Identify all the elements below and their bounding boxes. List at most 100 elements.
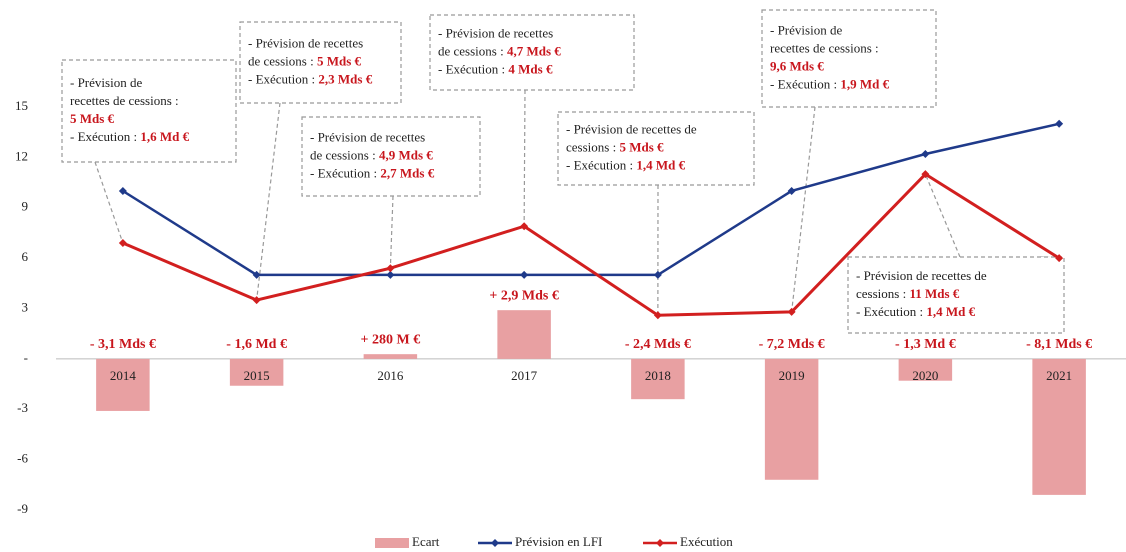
annotation-text: cessions : bbox=[566, 139, 619, 154]
annotation-text: 4 Mds € bbox=[508, 61, 553, 76]
annotation-text: - Exécution : bbox=[70, 129, 140, 144]
annotation-line: recettes de cessions : bbox=[770, 40, 879, 55]
annotation-line: - Prévision de bbox=[770, 22, 842, 37]
y-tick-label: -3 bbox=[17, 400, 28, 415]
marker bbox=[653, 270, 662, 279]
annotation-box bbox=[429, 14, 635, 91]
y-tick-label: 9 bbox=[22, 199, 29, 214]
marker bbox=[118, 239, 127, 248]
marker bbox=[1055, 119, 1064, 128]
legend-swatch bbox=[375, 538, 409, 548]
annotation-line: - Exécution : 1,4 Md € bbox=[566, 157, 686, 172]
annotation-text: 9,6 Mds € bbox=[770, 58, 824, 73]
bar bbox=[363, 354, 418, 359]
annotation-text: 2,3 Mds € bbox=[318, 71, 372, 86]
annotation-line: cessions : 11 Mds € bbox=[856, 286, 960, 301]
leader-line bbox=[389, 195, 394, 269]
annotation-line: - Prévision de recettes de bbox=[856, 268, 987, 283]
annotation-line: - Prévision de recettes bbox=[248, 35, 363, 50]
y-tick-label: - bbox=[24, 350, 28, 365]
annotation-line: - Prévision de bbox=[70, 75, 142, 90]
annotation-text: 11 Mds € bbox=[909, 286, 959, 301]
marker bbox=[520, 270, 529, 279]
annotation-line: recettes de cessions : bbox=[70, 93, 179, 108]
y-tick-label: 12 bbox=[15, 148, 28, 163]
annotation-text: - Exécution : bbox=[856, 304, 926, 319]
legend-label: Prévision en LFI bbox=[515, 534, 602, 549]
annotation-text: 1,9 Md € bbox=[840, 76, 889, 91]
annotation-line: - Exécution : 2,3 Mds € bbox=[248, 71, 373, 86]
annotation-text: - Prévision de recettes bbox=[310, 129, 425, 144]
annotation-text: - Exécution : bbox=[248, 71, 318, 86]
line bbox=[122, 122, 1060, 277]
y-tick-label: -9 bbox=[17, 501, 28, 516]
marker bbox=[386, 270, 395, 279]
x-tick-label: 2015 bbox=[244, 368, 270, 383]
leader-line bbox=[256, 102, 281, 301]
annotation-text: - Prévision de bbox=[70, 75, 142, 90]
annotation-box bbox=[239, 21, 402, 104]
marker bbox=[787, 186, 796, 195]
marker bbox=[252, 270, 261, 279]
annotation-line: - Exécution : 2,7 Mds € bbox=[310, 165, 435, 180]
annotation-line: - Prévision de recettes bbox=[438, 25, 553, 40]
annotation-line: - Exécution : 4 Mds € bbox=[438, 61, 553, 76]
annotation-text: - Prévision de recettes bbox=[438, 25, 553, 40]
annotation-text: - Prévision de bbox=[770, 22, 842, 37]
annotation-line: de cessions : 5 Mds € bbox=[248, 53, 362, 68]
x-tick-label: 2018 bbox=[645, 368, 671, 383]
y-tick-label: 15 bbox=[15, 98, 28, 113]
marker bbox=[787, 307, 796, 316]
annotation-text: 2,7 Mds € bbox=[380, 165, 434, 180]
annotation-text: 5 Mds € bbox=[317, 53, 362, 68]
x-tick-label: 2014 bbox=[110, 368, 137, 383]
legend-marker bbox=[491, 539, 499, 547]
annotation-text: 4,9 Mds € bbox=[379, 147, 433, 162]
legend-label: Ecart bbox=[412, 534, 440, 549]
annotation-text: 1,4 Md € bbox=[926, 304, 975, 319]
bar bbox=[898, 358, 953, 381]
annotation-text: - Exécution : bbox=[770, 76, 840, 91]
annotation-line: de cessions : 4,7 Mds € bbox=[438, 43, 561, 58]
legend-label: Exécution bbox=[680, 534, 733, 549]
annotation-text: - Prévision de recettes bbox=[248, 35, 363, 50]
annotation-line: de cessions : 4,9 Mds € bbox=[310, 147, 433, 162]
value-label: + 2,9 Mds € bbox=[489, 288, 558, 303]
y-tick-label: 3 bbox=[22, 299, 29, 314]
annotation-box bbox=[61, 59, 237, 163]
annotation-text: 4,7 Mds € bbox=[507, 43, 561, 58]
annotation-line: - Prévision de recettes bbox=[310, 129, 425, 144]
marker bbox=[921, 170, 930, 179]
annotation-line: - Prévision de recettes de bbox=[566, 121, 697, 136]
y-tick-label: 6 bbox=[22, 249, 29, 264]
leader-line bbox=[924, 173, 961, 258]
legend-marker bbox=[656, 539, 664, 547]
annotation-line: 9,6 Mds € bbox=[770, 58, 824, 73]
bar bbox=[229, 358, 284, 386]
annotation-text: 1,6 Md € bbox=[140, 129, 189, 144]
annotation-box bbox=[557, 111, 755, 186]
annotation-text: de cessions : bbox=[438, 43, 507, 58]
bar bbox=[497, 310, 551, 359]
annotation-text: 1,4 Md € bbox=[636, 157, 685, 172]
marker bbox=[118, 186, 127, 195]
x-tick-label: 2019 bbox=[779, 368, 805, 383]
annotation-text: - Prévision de recettes de bbox=[856, 268, 987, 283]
marker bbox=[921, 150, 930, 159]
leader-line bbox=[523, 89, 526, 227]
annotation-text: 5 Mds € bbox=[619, 139, 664, 154]
bar bbox=[631, 358, 685, 400]
marker bbox=[1055, 254, 1064, 263]
annotation-text: de cessions : bbox=[310, 147, 379, 162]
value-label: + 280 M € bbox=[361, 332, 421, 347]
annotation-text: recettes de cessions : bbox=[770, 40, 879, 55]
annotation-text: de cessions : bbox=[248, 53, 317, 68]
annotation-text: - Exécution : bbox=[310, 165, 380, 180]
annotation-text: recettes de cessions : bbox=[70, 93, 179, 108]
marker bbox=[653, 311, 662, 320]
y-tick-label: -6 bbox=[17, 451, 28, 466]
bar bbox=[1032, 358, 1086, 495]
annotation-text: cessions : bbox=[856, 286, 909, 301]
annotation-text: - Exécution : bbox=[438, 61, 508, 76]
value-label: - 2,4 Mds € bbox=[625, 337, 691, 352]
